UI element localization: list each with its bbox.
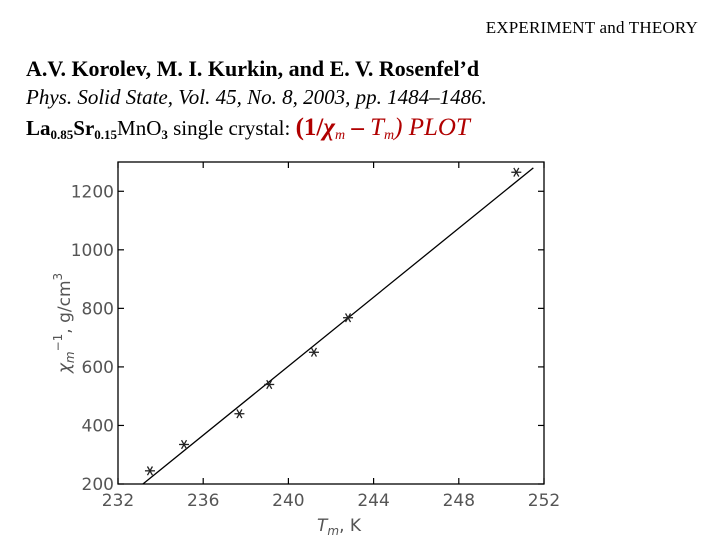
fit-line	[141, 167, 534, 484]
citation-authors: A.V. Korolev, M. I. Kurkin, and E. V. Ro…	[26, 56, 480, 81]
x-tick-label-244: 244	[357, 491, 389, 511]
y-tick-label-1200: 1200	[71, 182, 114, 202]
data-point-7	[511, 167, 522, 177]
compound-la: La0.85	[26, 116, 74, 142]
data-point-6	[343, 313, 354, 323]
citation-journal: Phys. Solid State, Vol. 45, No. 8, 2003,…	[26, 85, 487, 109]
plot-frame	[117, 161, 545, 485]
data-point-2	[179, 439, 190, 450]
subject-description: single crystal:	[167, 116, 296, 140]
y-tick-label-200: 200	[82, 475, 114, 495]
y-tick-label-1000: 1000	[71, 241, 114, 261]
data-point-1	[144, 466, 155, 476]
data-point-4	[264, 379, 275, 390]
compound-sr: Sr0.15	[73, 116, 118, 142]
plot-title: (1/χm – Tm) PLOT	[295, 114, 470, 143]
x-tick-label-236: 236	[187, 491, 219, 511]
x-tick-label-240: 240	[272, 491, 304, 511]
compound-mno: MnO3	[117, 116, 168, 142]
x-tick-label-248: 248	[443, 491, 475, 511]
x-axis-label: Tm, K	[317, 516, 362, 538]
y-tick-label-600: 600	[82, 358, 114, 378]
y-tick-label-800: 800	[82, 299, 114, 319]
y-axis-label: χm−1, g/cm3	[51, 273, 77, 374]
section-header: EXPERIMENT and THEORY	[485, 18, 698, 37]
y-tick-label-400: 400	[82, 416, 114, 436]
subject-line: La0.85Sr0.15MnO3 single crystal: (1/χm –…	[26, 114, 470, 144]
x-tick-label-252: 252	[528, 491, 560, 511]
data-point-5	[308, 347, 319, 357]
x-tick-label-232: 232	[102, 491, 134, 511]
data-point-3	[234, 409, 245, 419]
